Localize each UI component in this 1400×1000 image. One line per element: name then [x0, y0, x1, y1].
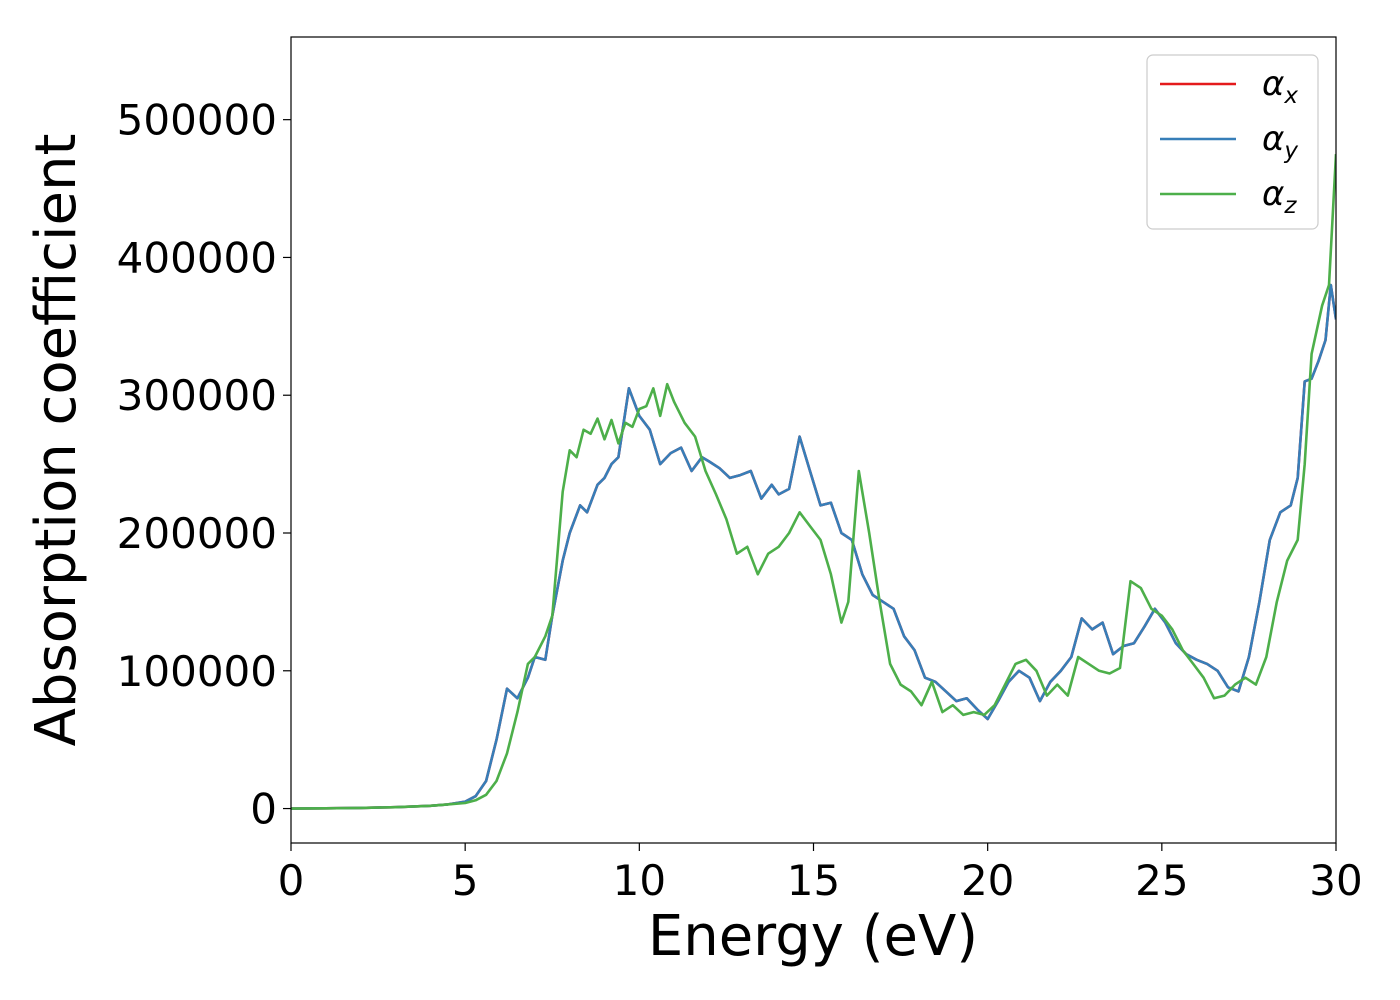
legend: αx αy αz: [1146, 54, 1319, 230]
y-axis-title: Absorption coefficient: [24, 134, 89, 747]
y-tick-label: 400000: [117, 233, 277, 282]
series-line-y: [291, 283, 1336, 810]
series-line-z: [291, 154, 1336, 810]
x-tick-label: 25: [1135, 856, 1188, 905]
x-tick-label: 10: [613, 856, 666, 905]
x-tick-label: 0: [278, 856, 305, 905]
x-tick-label: 20: [961, 856, 1014, 905]
legend-label-x: αx: [1262, 64, 1298, 109]
y-tick-label: 100000: [117, 647, 277, 696]
y-axis-ticks: 0 100000 200000 300000 400000 500000: [117, 96, 291, 834]
x-axis-ticks: 0 5 10 15 20 25 30: [278, 843, 1363, 905]
y-tick-label: 300000: [117, 371, 277, 420]
y-tick-label: 500000: [117, 96, 277, 145]
y-tick-label: 200000: [117, 509, 277, 558]
series-layer: [291, 154, 1336, 810]
series-line-x: [291, 283, 1336, 810]
x-tick-label: 30: [1309, 856, 1362, 905]
legend-label-z: αz: [1262, 174, 1297, 219]
legend-box: [1146, 54, 1319, 230]
x-tick-label: 5: [452, 856, 479, 905]
legend-label-y: αy: [1262, 119, 1298, 164]
x-tick-label: 15: [787, 856, 840, 905]
x-axis-title: Energy (eV): [648, 904, 978, 969]
y-tick-label: 0: [250, 785, 277, 834]
